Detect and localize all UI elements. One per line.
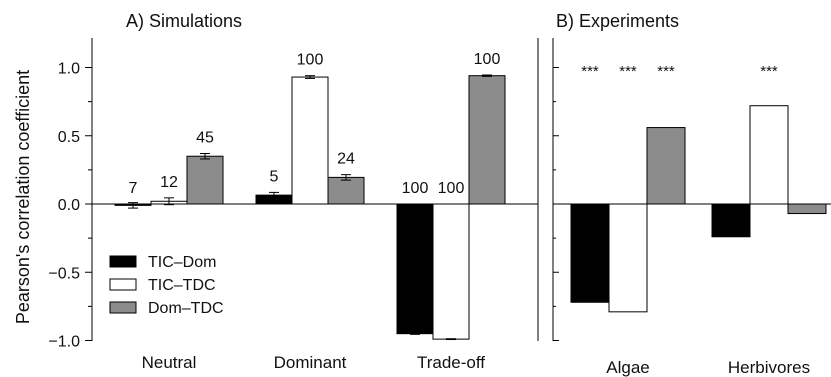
bar-trade-off-dom-tdc <box>468 75 506 205</box>
y-tick-label: 1.0 <box>58 61 80 78</box>
bar-dominant-dom-tdc <box>327 176 365 205</box>
bar-algae-dom-tdc <box>646 127 686 205</box>
bar-trade-off-tic-dom <box>396 203 434 335</box>
legend-swatch-tic-tdc <box>109 278 137 291</box>
bar-neutral-dom-tdc <box>186 155 224 205</box>
bar-herbivores-tic-dom <box>711 203 751 238</box>
data-label: 5 <box>270 168 279 185</box>
legend-swatch-tic-dom <box>109 255 137 268</box>
legend-swatch-dom-tdc <box>109 301 137 314</box>
x-category-label: Algae <box>606 358 649 377</box>
legend-label-tic-dom: TIC–Dom <box>148 254 216 271</box>
legend: TIC–Dom TIC–TDC Dom–TDC <box>109 254 224 317</box>
data-label: 45 <box>196 129 214 146</box>
significance-marker: *** <box>657 63 675 80</box>
bar-trade-off-tic-tdc <box>432 203 470 340</box>
data-label: 24 <box>337 151 355 168</box>
bar-algae-tic-tdc <box>608 203 648 313</box>
y-axis-label: Pearson's correlation coefficient <box>13 70 33 324</box>
data-label: 100 <box>297 52 324 69</box>
bar-algae-tic-dom <box>570 203 610 303</box>
panel-a-plot-area: −1.0 −0.5 0.0 0.5 1.0 7 12 45 Neutral 5 100 24 Domin… <box>48 38 539 372</box>
bar-herbivores-dom-tdc <box>787 203 827 215</box>
y-tick-label: −1.0 <box>48 334 80 351</box>
significance-marker: *** <box>760 63 778 80</box>
x-category-label: Herbivores <box>728 358 810 377</box>
y-tick-label: −0.5 <box>48 265 80 282</box>
x-category-label: Neutral <box>142 353 197 372</box>
data-label: 100 <box>438 180 465 197</box>
y-tick-label: 0.0 <box>58 197 80 214</box>
panel-a-title: A) Simulations <box>126 11 242 31</box>
panel-b-plot-area: *** *** *** Algae *** Herbivores <box>552 38 831 377</box>
y-tick-label: 0.5 <box>58 129 80 146</box>
significance-marker: *** <box>581 63 599 80</box>
x-category-label: Trade-off <box>417 353 485 372</box>
legend-label-dom-tdc: Dom–TDC <box>148 300 224 317</box>
legend-label-tic-tdc: TIC–TDC <box>148 277 216 294</box>
significance-marker: *** <box>619 63 637 80</box>
bar-herbivores-tic-tdc <box>749 105 789 205</box>
panel-b-title: B) Experiments <box>556 11 679 31</box>
data-label: 100 <box>402 180 429 197</box>
bar-dominant-tic-tdc <box>291 76 329 205</box>
data-label: 100 <box>474 51 501 68</box>
data-label: 12 <box>160 174 178 191</box>
x-category-label: Dominant <box>274 353 347 372</box>
data-label: 7 <box>129 180 138 197</box>
